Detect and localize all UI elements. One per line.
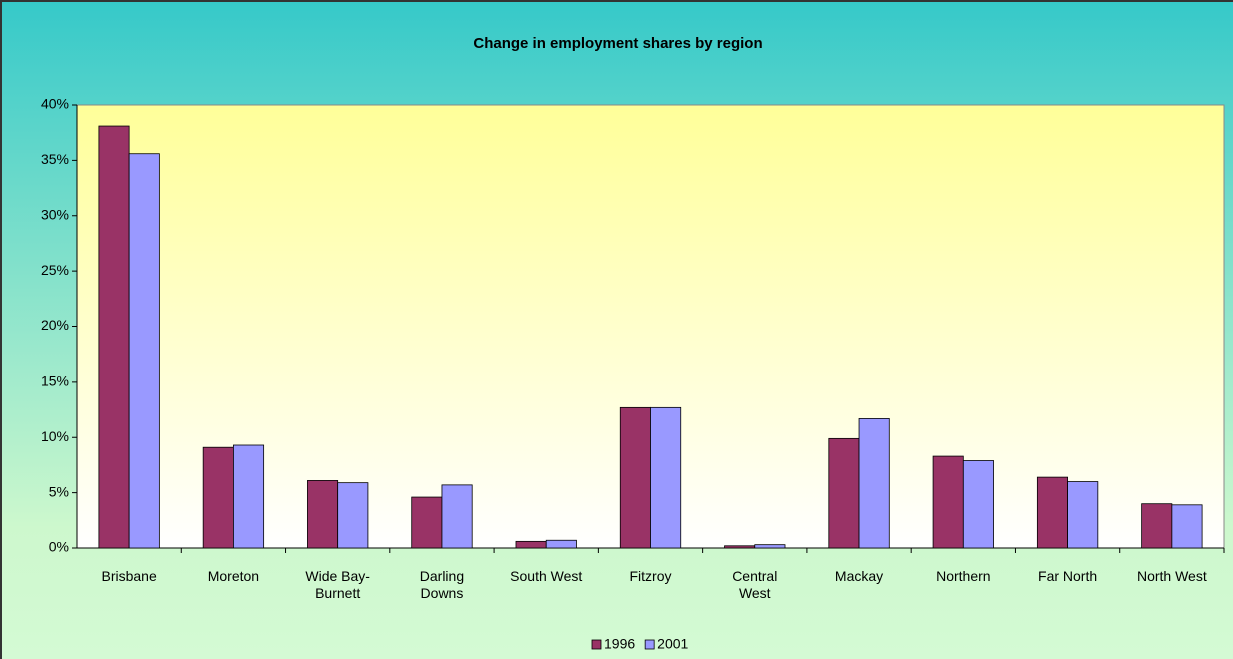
- x-tick-label: Far North: [1038, 568, 1098, 584]
- x-tick-label: Mackay: [834, 568, 884, 584]
- y-tick-label: 35%: [41, 151, 69, 167]
- bar: [932, 455, 964, 549]
- bar: [619, 406, 651, 549]
- bar: [828, 437, 860, 549]
- legend-swatch: [644, 639, 655, 650]
- bar: [233, 444, 265, 549]
- bar: [1036, 476, 1068, 549]
- bar: [724, 545, 756, 549]
- y-tick-label: 25%: [41, 262, 69, 278]
- bar: [202, 446, 234, 549]
- y-tick-label: 30%: [41, 206, 69, 222]
- bar: [98, 125, 130, 549]
- bar: [307, 480, 339, 549]
- x-tick-label: North West: [1136, 568, 1207, 584]
- bar: [411, 496, 443, 549]
- y-tick-label: 15%: [41, 373, 69, 389]
- y-tick-label: 40%: [41, 96, 69, 112]
- bar: [337, 482, 369, 549]
- bar: [1141, 503, 1173, 549]
- x-tick-label: Northern: [936, 568, 991, 584]
- x-tick-label: Central West: [732, 568, 778, 601]
- legend-swatch: [591, 639, 602, 650]
- bar: [545, 539, 577, 549]
- bar: [962, 460, 994, 549]
- y-tick-label: 20%: [41, 317, 69, 333]
- chart-title: Change in employment shares by region: [473, 35, 762, 52]
- bar: [441, 484, 473, 549]
- x-tick-label: Moreton: [207, 568, 260, 584]
- bar: [128, 153, 160, 549]
- bar: [515, 540, 547, 549]
- x-tick-label: South West: [510, 568, 583, 584]
- y-tick-label: 5%: [49, 483, 69, 499]
- x-tick-label: Fitzroy: [629, 568, 672, 584]
- x-tick-label: Brisbane: [101, 568, 157, 584]
- legend-label: 1996: [604, 636, 635, 652]
- bar: [754, 544, 786, 549]
- x-tick-label: Wide Bay-Burnett: [305, 568, 370, 601]
- bar: [650, 406, 682, 549]
- legend-label: 2001: [657, 636, 688, 652]
- y-tick-label: 0%: [49, 539, 69, 555]
- bar: [858, 418, 890, 549]
- x-tick-label: Darling Downs: [419, 568, 465, 601]
- y-tick-label: 10%: [41, 428, 69, 444]
- bar: [1067, 481, 1099, 549]
- bar: [1171, 504, 1203, 549]
